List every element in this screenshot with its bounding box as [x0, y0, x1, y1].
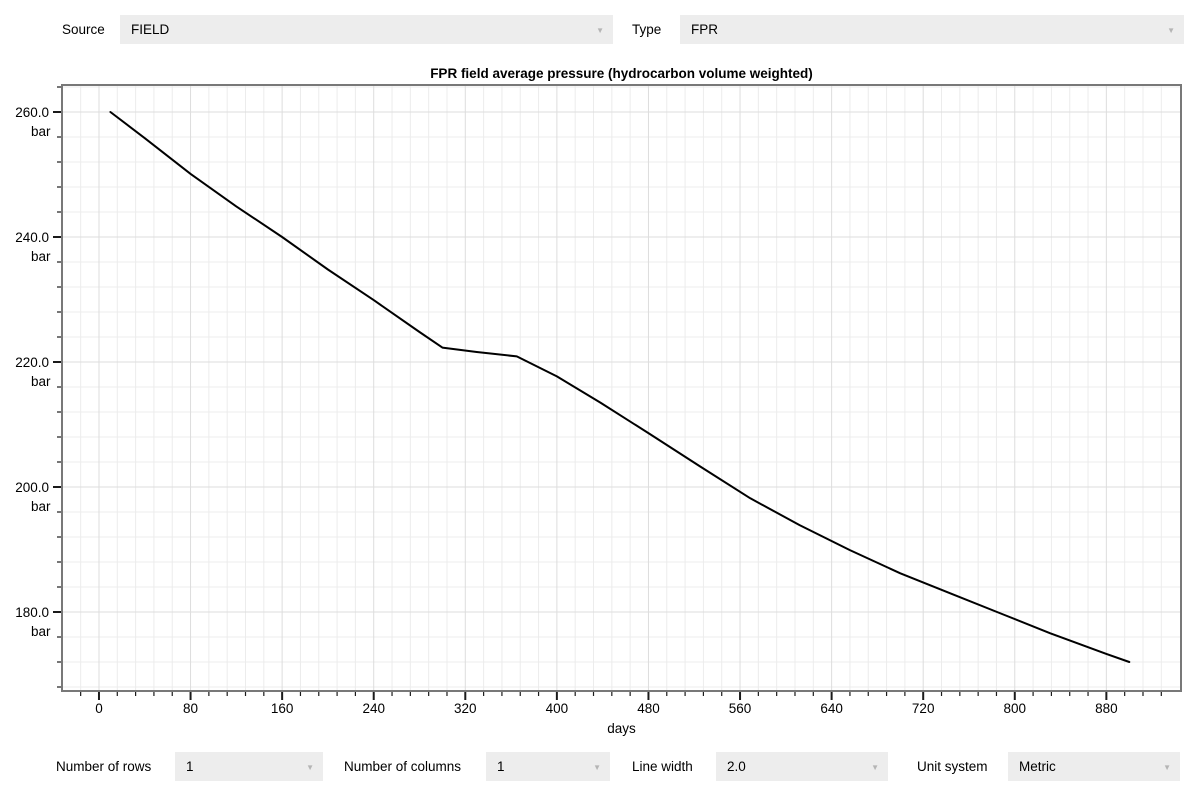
x-tick-label: 560	[729, 701, 752, 716]
chevron-down-icon: ▼	[593, 763, 601, 772]
rows-label: Number of rows	[56, 759, 152, 774]
x-tick-label: 320	[454, 701, 477, 716]
line-width-dropdown-value: 2.0	[727, 759, 746, 774]
y-tick-value: 200.0	[15, 480, 49, 495]
type-dropdown-value: FPR	[691, 22, 718, 37]
chevron-down-icon: ▼	[1163, 763, 1171, 772]
chevron-down-icon: ▼	[596, 26, 604, 35]
x-tick-label: 720	[912, 701, 935, 716]
chart-title: FPR field average pressure (hydrocarbon …	[430, 66, 813, 81]
y-tick-unit: bar	[31, 249, 51, 264]
type-label: Type	[632, 22, 662, 37]
source-dropdown[interactable]: FIELD ▼	[120, 15, 613, 44]
y-tick-unit: bar	[31, 124, 51, 139]
plot-frame	[61, 84, 1182, 692]
x-tick-label: 400	[546, 701, 569, 716]
chevron-down-icon: ▼	[306, 763, 314, 772]
y-tick-unit: bar	[31, 624, 51, 639]
y-tick-value: 180.0	[15, 605, 49, 620]
columns-dropdown[interactable]: 1 ▼	[486, 752, 610, 781]
x-tick-label: 160	[271, 701, 294, 716]
unit-system-label: Unit system	[917, 759, 988, 774]
line-width-label: Line width	[632, 759, 693, 774]
x-tick-label: 880	[1095, 701, 1118, 716]
pressure-curve	[109, 111, 1131, 663]
columns-dropdown-value: 1	[497, 759, 505, 774]
unit-system-dropdown[interactable]: Metric ▼	[1008, 752, 1180, 781]
source-dropdown-value: FIELD	[131, 22, 170, 37]
x-tick-label: 480	[637, 701, 660, 716]
y-tick-value: 220.0	[15, 355, 49, 370]
source-label: Source	[62, 22, 105, 37]
chevron-down-icon: ▼	[871, 763, 879, 772]
x-axis-label: days	[607, 721, 636, 736]
x-tick-label: 240	[362, 701, 385, 716]
line-width-dropdown[interactable]: 2.0 ▼	[716, 752, 888, 781]
y-tick-value: 240.0	[15, 230, 49, 245]
unit-system-dropdown-value: Metric	[1019, 759, 1056, 774]
rows-dropdown[interactable]: 1 ▼	[175, 752, 323, 781]
columns-label: Number of columns	[344, 759, 462, 774]
x-tick-label: 800	[1004, 701, 1027, 716]
y-tick-value: 260.0	[15, 105, 49, 120]
bottom-control-bar: Number of rows 1 ▼ Number of columns 1 ▼…	[0, 752, 1200, 781]
x-tick-label: 80	[183, 701, 198, 716]
y-tick-unit: bar	[31, 499, 51, 514]
x-tick-label: 640	[820, 701, 843, 716]
top-control-bar: Source FIELD ▼ Type FPR ▼	[0, 15, 1200, 44]
x-tick-label: 0	[95, 701, 103, 716]
type-dropdown[interactable]: FPR ▼	[680, 15, 1184, 44]
chevron-down-icon: ▼	[1167, 26, 1175, 35]
rows-dropdown-value: 1	[186, 759, 194, 774]
y-tick-unit: bar	[31, 374, 51, 389]
